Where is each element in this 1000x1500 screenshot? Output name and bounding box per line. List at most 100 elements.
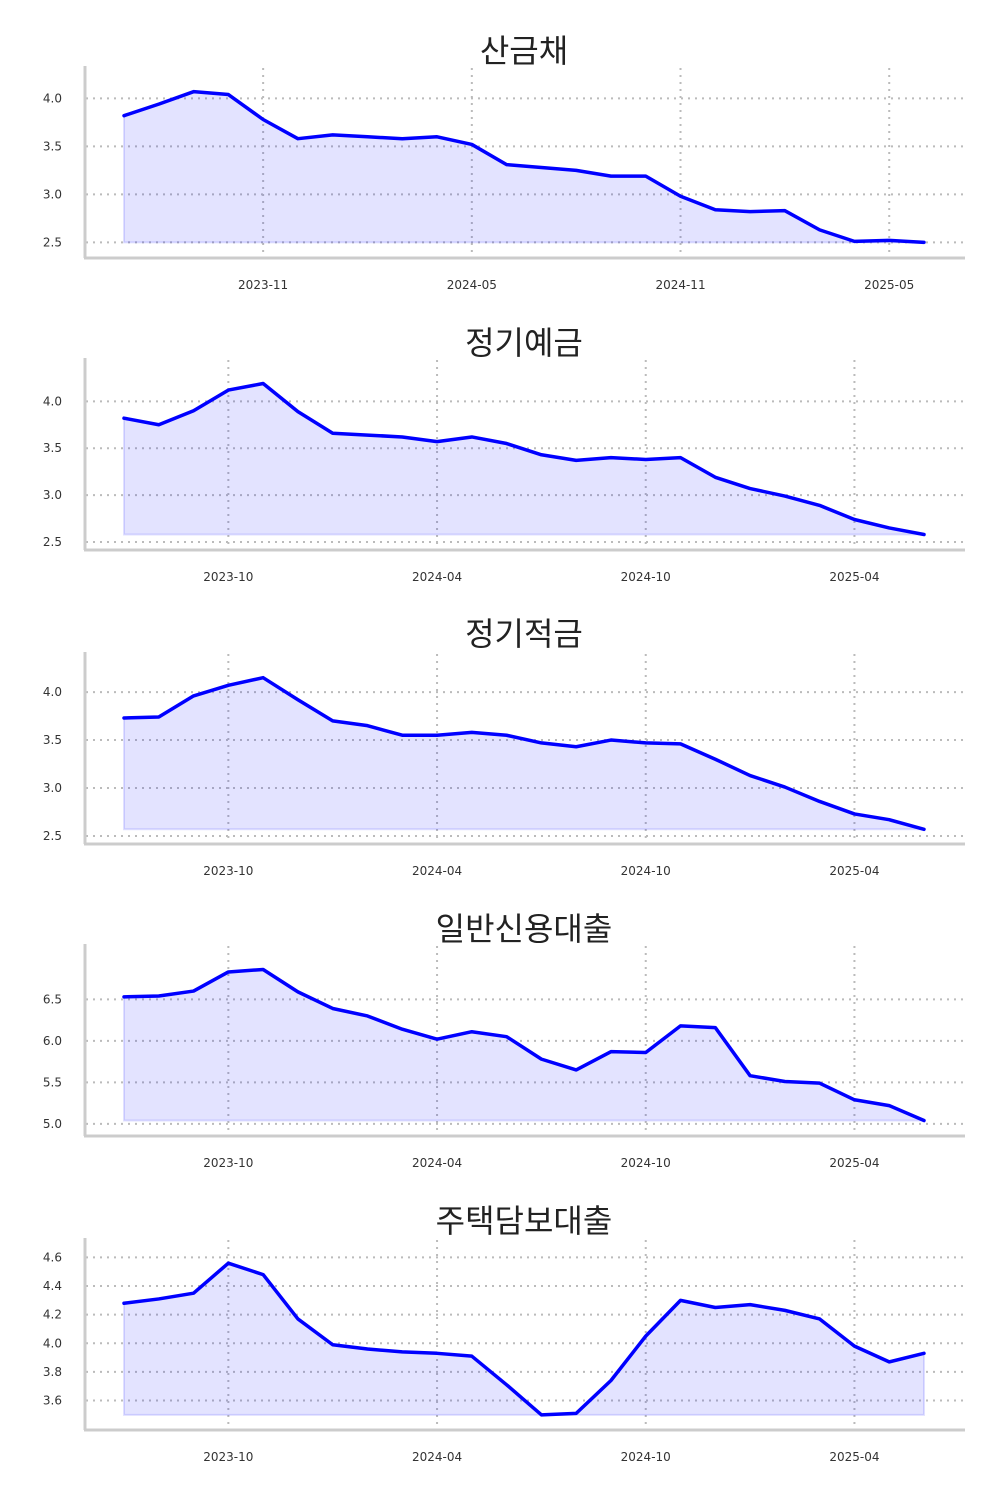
y-tick-label: 3.5: [43, 733, 62, 747]
x-tick-label: 2025-04: [829, 864, 879, 878]
data-point: [227, 1262, 229, 1264]
data-point: [401, 1351, 403, 1353]
data-point: [123, 1302, 125, 1304]
series-line: [122, 675, 926, 832]
data-point: [749, 1075, 751, 1077]
data-point: [158, 103, 160, 105]
chart-title: 정기적금: [465, 615, 583, 653]
series-line: [122, 1261, 926, 1417]
data-point: [158, 716, 160, 718]
data-point: [192, 990, 194, 992]
data-point: [366, 1348, 368, 1350]
data-point: [331, 432, 333, 434]
data-point: [645, 742, 647, 744]
data-point: [610, 175, 612, 177]
data-point: [123, 114, 125, 116]
data-point: [714, 1306, 716, 1308]
chart-title: 주택담보대출: [436, 1202, 613, 1240]
chart-title: 산금채: [480, 32, 568, 70]
y-tick-label: 2.5: [43, 235, 62, 249]
data-point: [610, 1379, 612, 1381]
x-tick-label: 2024-11: [655, 278, 705, 292]
data-point: [853, 1099, 855, 1101]
data-point: [888, 527, 890, 529]
x-tick-label: 2024-04: [412, 570, 462, 584]
area-fill: [123, 382, 925, 536]
y-tick-label: 4.0: [43, 1336, 62, 1350]
data-point: [540, 1414, 542, 1416]
x-tick-label: 2023-10: [203, 864, 253, 878]
data-point: [505, 1384, 507, 1386]
data-point: [158, 995, 160, 997]
y-tick-label: 3.0: [43, 488, 62, 502]
data-point: [714, 758, 716, 760]
data-point: [818, 800, 820, 802]
data-point: [679, 195, 681, 197]
y-tick-label: 5.0: [43, 1117, 62, 1131]
data-point: [888, 1104, 890, 1106]
data-point: [227, 684, 229, 686]
data-point: [784, 1309, 786, 1311]
x-tick-label: 2025-04: [829, 1156, 879, 1170]
data-point: [297, 1318, 299, 1320]
data-point: [749, 210, 751, 212]
data-point: [366, 434, 368, 436]
data-point: [436, 1038, 438, 1040]
data-point: [679, 1299, 681, 1301]
data-point: [853, 813, 855, 815]
data-point: [262, 118, 264, 120]
data-point: [714, 1026, 716, 1028]
data-point: [575, 746, 577, 748]
data-point: [540, 454, 542, 456]
data-point: [923, 241, 925, 243]
data-point: [540, 1058, 542, 1060]
y-tick-label: 6.5: [43, 992, 62, 1006]
x-tick-label: 2024-04: [412, 864, 462, 878]
data-point: [610, 739, 612, 741]
data-point: [575, 459, 577, 461]
data-point: [401, 734, 403, 736]
data-point: [818, 1082, 820, 1084]
y-tick-label: 5.5: [43, 1075, 62, 1089]
data-point: [297, 991, 299, 993]
data-point: [923, 828, 925, 830]
series-line: [122, 967, 926, 1123]
data-point: [784, 1080, 786, 1082]
data-point: [192, 695, 194, 697]
y-tick-label: 3.8: [43, 1365, 62, 1379]
data-point: [818, 504, 820, 506]
data-point: [123, 996, 125, 998]
data-point: [227, 971, 229, 973]
chart-title: 일반신용대출: [436, 910, 613, 948]
data-point: [262, 968, 264, 970]
data-point: [331, 720, 333, 722]
x-tick-label: 2024-10: [621, 1156, 671, 1170]
x-tick-label: 2023-11: [238, 278, 288, 292]
x-tick-label: 2023-10: [203, 570, 253, 584]
chart-title: 정기예금: [465, 324, 583, 362]
data-point: [749, 774, 751, 776]
y-tick-label: 2.5: [43, 829, 62, 843]
x-tick-label: 2024-10: [621, 570, 671, 584]
data-point: [331, 1007, 333, 1009]
data-point: [853, 240, 855, 242]
data-point: [331, 1344, 333, 1346]
data-point: [645, 1051, 647, 1053]
data-point: [575, 1069, 577, 1071]
data-point: [401, 1028, 403, 1030]
y-tick-label: 2.5: [43, 535, 62, 549]
data-point: [749, 1303, 751, 1305]
y-tick-label: 3.0: [43, 187, 62, 201]
y-tick-label: 3.5: [43, 441, 62, 455]
data-point: [471, 1355, 473, 1357]
data-point: [888, 818, 890, 820]
x-tick-label: 2023-10: [203, 1450, 253, 1464]
x-tick-label: 2024-10: [621, 1450, 671, 1464]
data-point: [436, 136, 438, 138]
data-point: [227, 389, 229, 391]
chart-panel: 2.5 3.0 3.5 4.0 2023-10 2024-04 2024-10 2025-04…: [43, 615, 965, 878]
area-fill: [123, 968, 925, 1122]
data-point: [297, 137, 299, 139]
chart-panel: 5.0 5.5 6.0 6.5 2023-10 2024-04 2024-10 2025-04…: [43, 910, 965, 1170]
data-point: [818, 1318, 820, 1320]
